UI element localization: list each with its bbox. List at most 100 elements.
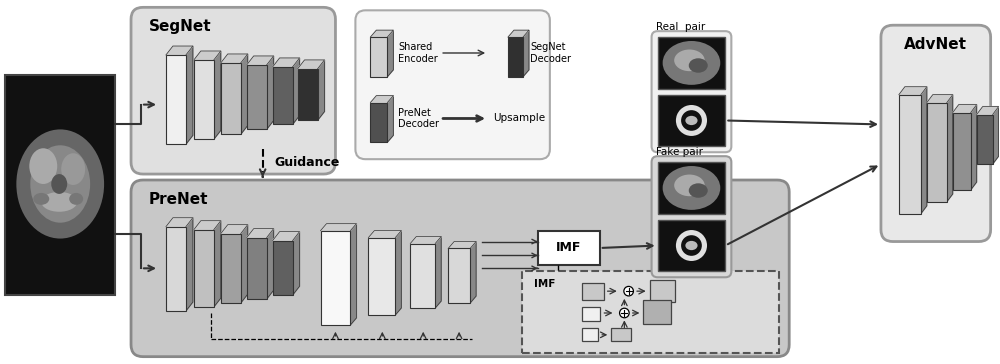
Bar [221,63,241,134]
Text: Real  pair: Real pair [656,22,705,32]
Text: Upsample: Upsample [493,114,545,123]
Polygon shape [166,218,193,227]
Ellipse shape [30,145,90,223]
Ellipse shape [662,223,721,268]
FancyBboxPatch shape [131,180,789,357]
Bar [658,95,725,146]
Ellipse shape [51,174,67,194]
Text: SegNet: SegNet [149,19,212,34]
Polygon shape [214,51,221,139]
FancyBboxPatch shape [652,31,731,152]
Polygon shape [947,95,953,202]
Bar [582,328,598,341]
Text: Guidance: Guidance [275,156,340,169]
Bar [582,283,604,300]
Text: SegNet
Decoder: SegNet Decoder [530,42,571,64]
Bar [166,227,186,311]
Polygon shape [993,107,999,164]
Polygon shape [370,96,393,103]
Polygon shape [321,224,356,231]
Ellipse shape [674,174,705,196]
Text: PreNet: PreNet [149,192,208,207]
Polygon shape [194,221,221,230]
Bar [194,60,214,139]
Polygon shape [410,237,441,244]
Polygon shape [370,30,393,37]
Polygon shape [186,46,193,144]
Polygon shape [273,232,300,241]
FancyBboxPatch shape [652,156,731,277]
Text: IMF: IMF [556,241,581,254]
Bar [273,67,293,124]
Bar [582,307,600,321]
Bar [273,241,293,295]
Text: PreNet
Decoder: PreNet Decoder [398,108,439,129]
Bar [247,65,267,130]
Bar [166,55,186,144]
Ellipse shape [662,98,721,143]
Ellipse shape [663,166,720,210]
Bar [650,280,675,302]
Polygon shape [470,242,476,303]
Text: Fake pair: Fake pair [656,147,703,157]
Bar [611,328,631,341]
Polygon shape [899,87,927,95]
Bar [927,103,947,202]
FancyBboxPatch shape [131,7,335,174]
Polygon shape [368,231,401,238]
Polygon shape [523,30,529,77]
Bar [321,231,350,325]
Polygon shape [241,54,248,134]
Polygon shape [318,60,324,120]
Polygon shape [267,229,274,299]
Bar [370,37,387,77]
Polygon shape [435,237,441,308]
Polygon shape [221,225,248,234]
Polygon shape [927,95,953,103]
Bar [221,234,241,303]
Polygon shape [350,224,356,325]
Polygon shape [387,30,393,77]
Polygon shape [241,225,248,303]
Text: Shared
Encoder: Shared Encoder [398,42,438,64]
Ellipse shape [689,183,708,198]
Polygon shape [921,87,927,214]
Polygon shape [273,58,300,67]
Polygon shape [221,54,248,63]
Bar [522,271,779,353]
Circle shape [620,308,629,318]
Bar [658,162,725,214]
Polygon shape [298,60,324,69]
Polygon shape [267,56,274,130]
Polygon shape [293,232,300,295]
Polygon shape [186,218,193,311]
Ellipse shape [29,148,57,184]
Polygon shape [247,56,274,65]
Bar [370,103,387,142]
Bar [298,69,318,120]
Bar [658,37,725,89]
Bar [410,244,435,308]
Polygon shape [977,107,999,115]
Polygon shape [971,104,977,190]
Ellipse shape [663,41,720,85]
Ellipse shape [685,116,698,125]
Circle shape [624,286,633,296]
Bar [538,231,600,265]
Ellipse shape [674,50,705,71]
Bar [194,230,214,307]
Ellipse shape [685,241,698,250]
Bar [368,238,395,315]
Bar [899,95,921,214]
Ellipse shape [689,58,708,73]
Polygon shape [387,96,393,142]
Polygon shape [395,231,401,315]
Bar [953,112,971,190]
Polygon shape [247,229,274,238]
Ellipse shape [61,153,85,185]
Polygon shape [293,58,300,124]
Text: IMF: IMF [534,279,555,289]
Polygon shape [166,46,193,55]
Bar [643,300,671,324]
Polygon shape [214,221,221,307]
